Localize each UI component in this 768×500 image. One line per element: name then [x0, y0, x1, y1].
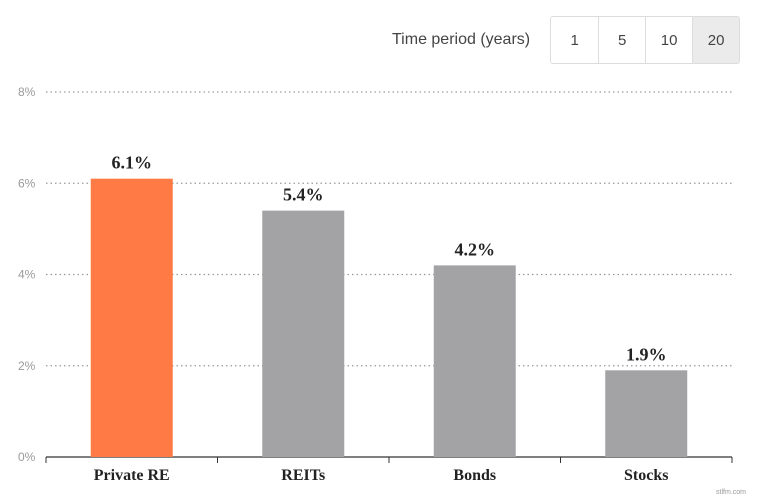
time-period-control: Time period (years) 1 5 10 20: [392, 16, 741, 64]
y-tick-label-0: 0%: [18, 450, 36, 464]
y-tick-label-6: 6%: [18, 176, 36, 190]
category-label-private-re: Private RE: [94, 467, 170, 484]
category-label-stocks: Stocks: [624, 467, 668, 484]
value-label-stocks: 1.9%: [626, 344, 667, 364]
value-label-reits: 5.4%: [283, 185, 324, 205]
period-option-10[interactable]: 10: [645, 17, 693, 63]
y-tick-label-4: 4%: [18, 268, 36, 282]
bar-private-re: [90, 178, 173, 457]
period-option-5[interactable]: 5: [598, 17, 646, 63]
category-label-reits: REITs: [281, 467, 325, 484]
y-tick-label-2: 2%: [18, 359, 36, 373]
watermark: stlfm.com: [716, 489, 746, 496]
period-option-1[interactable]: 1: [551, 17, 599, 63]
bar-reits: [262, 210, 345, 457]
y-tick-label-8: 8%: [18, 85, 36, 99]
bar-stocks: [605, 370, 688, 457]
category-label-bonds: Bonds: [453, 467, 496, 484]
time-period-options: 1 5 10 20: [550, 16, 741, 64]
bar-bonds: [433, 265, 516, 457]
time-period-label: Time period (years): [392, 31, 531, 48]
value-label-private-re: 6.1%: [112, 153, 153, 173]
value-label-bonds: 4.2%: [455, 239, 496, 259]
period-option-20[interactable]: 20: [692, 17, 740, 63]
